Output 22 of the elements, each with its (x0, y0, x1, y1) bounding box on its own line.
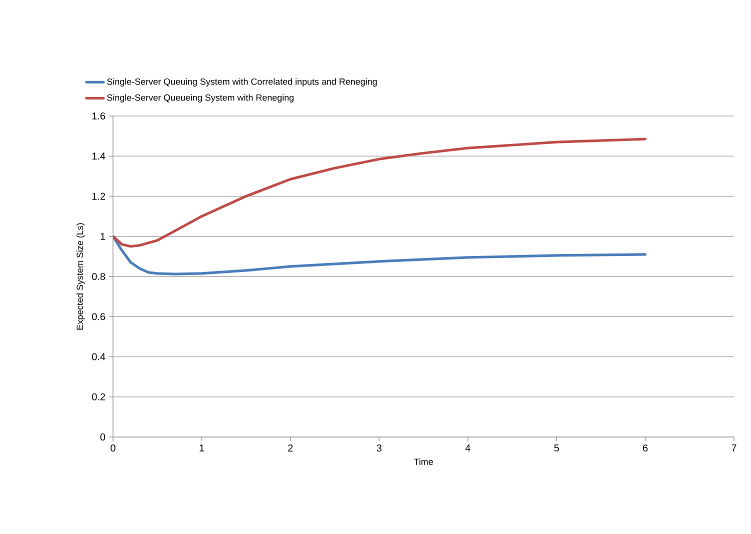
y-tick-label: 0.6 (92, 313, 106, 320)
x-tick-label: 2 (288, 444, 293, 452)
x-tick-label: 0 (110, 444, 116, 452)
y-tick-label: 0 (100, 433, 106, 441)
y-tick-label: 0.2 (92, 393, 106, 400)
x-axis-title: Time (414, 458, 433, 465)
legend-label: Single-Server Queuing System with Correlated inputs and Reneging (107, 78, 377, 87)
x-tick-label: 3 (376, 444, 382, 452)
line-series (113, 138, 647, 248)
x-tick-label: 5 (554, 444, 559, 452)
y-tick-label: 1.2 (92, 192, 106, 200)
y-axis-title: Expected System Size (Ls) (76, 223, 85, 330)
x-tick-label: 4 (465, 444, 470, 452)
y-tick-label: 1.6 (92, 112, 106, 120)
y-tick-label: 0.4 (92, 353, 106, 360)
x-tick-label: 1 (200, 444, 204, 452)
x-tick-label: 6 (643, 444, 648, 452)
y-tick-label: 0.8 (92, 272, 106, 280)
x-tick-label: 7 (732, 444, 736, 452)
legend-label: Single-Server Queueing System with Reneging (107, 94, 294, 103)
y-tick-label: 1 (100, 232, 106, 240)
y-tick-label: 1.4 (92, 152, 106, 160)
